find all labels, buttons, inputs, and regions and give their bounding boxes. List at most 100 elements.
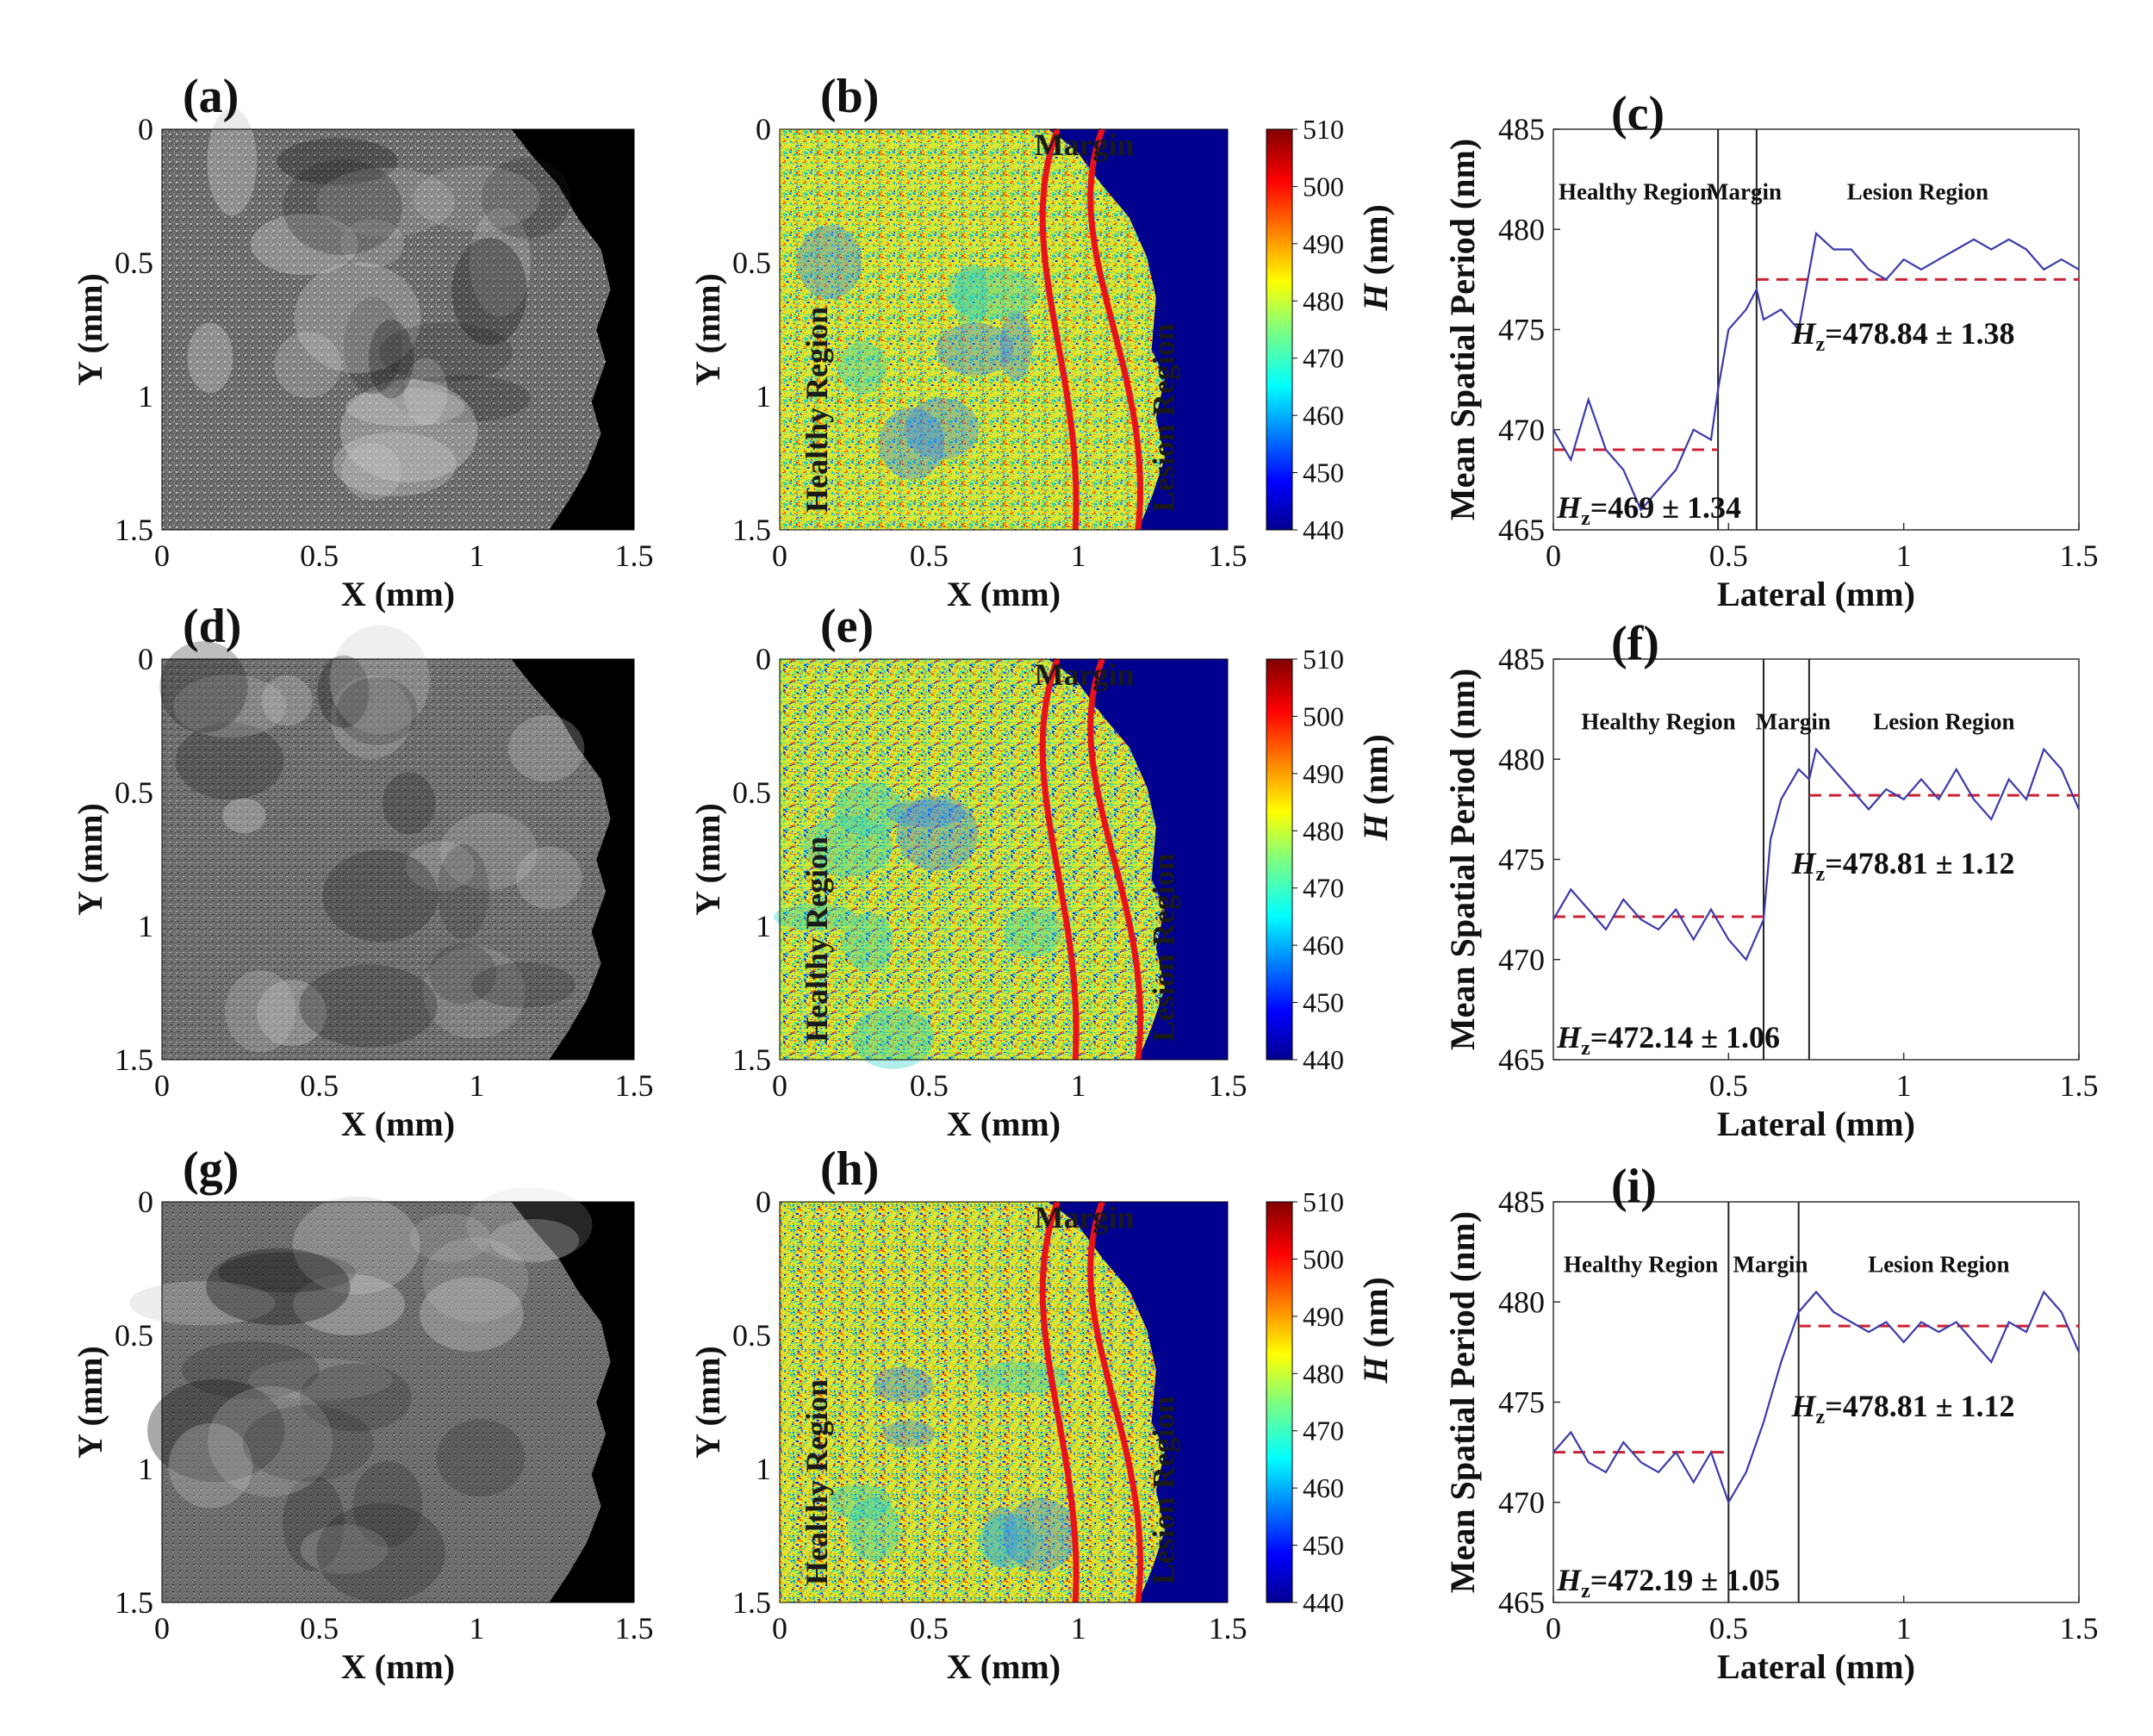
- x-tick-label: 1.5: [2060, 538, 2099, 573]
- texture-blob: [173, 675, 287, 738]
- x-tick-label: 0.5: [910, 1611, 949, 1646]
- texture-blob: [283, 1475, 345, 1571]
- texture-blob: [368, 319, 414, 399]
- low-value-patch: [1003, 1497, 1077, 1572]
- colorbar-tick-label: 510: [1303, 114, 1344, 145]
- colorbar: 510 500 490 480 470 460 450 440 H (nm): [1266, 1186, 1395, 1618]
- healthy-hz-annotation: Hz=472.19 ± 1.05: [1556, 1563, 1780, 1602]
- y-tick-label: 480: [1498, 742, 1545, 776]
- colorbar-tick-label: 440: [1303, 514, 1344, 545]
- x-axis-label: Lateral (mm): [1717, 575, 1915, 613]
- colorbar-tick-label: 480: [1303, 815, 1344, 846]
- panel-letter: (c): [1611, 87, 1665, 140]
- margin-boundary-right: [1087, 128, 1144, 531]
- healthy-region-label: Healthy Region: [800, 837, 834, 1042]
- texture-blob: [317, 655, 370, 728]
- x-tick-label: 1: [1071, 1068, 1086, 1103]
- grayscale-image-panel: 0 0.5 1 1.500.511.5X (mm)Y (mm): [71, 108, 654, 613]
- lesion-hz-annotation: Hz=478.81 ± 1.12: [1791, 846, 2015, 886]
- texture-blob: [261, 675, 313, 726]
- colorbar-tick-label: 450: [1303, 987, 1344, 1018]
- texture-blob: [469, 208, 531, 317]
- texture-blob: [159, 641, 248, 733]
- grayscale-image-panel: 0 0.5 1 1.500.511.5X (mm)Y (mm): [71, 1185, 654, 1686]
- low-value-patch: [887, 800, 966, 827]
- colorbar-tick-label: 480: [1303, 285, 1344, 316]
- margin-boundary-right: [1087, 1200, 1144, 1603]
- panel-letter: (b): [820, 70, 879, 123]
- margin-label: Margin: [1756, 708, 1831, 734]
- tissue-region: [162, 659, 611, 1060]
- colorbar-tick-label: 490: [1303, 1301, 1344, 1332]
- colorbar-tick-label: 500: [1303, 700, 1344, 731]
- low-value-patch: [905, 398, 980, 460]
- x-tick-label: 0: [772, 1068, 787, 1103]
- y-tick-label: 0.5: [115, 1318, 153, 1353]
- healthy-region-label: Healthy Region: [800, 307, 834, 513]
- profile-chart: 485 480 475 470 465 0.5 1 1.5 Healthy Region Marg…: [1443, 642, 2099, 1143]
- colorbar-tick-label: 470: [1303, 1416, 1344, 1447]
- lesion-region-label: Lesion Region: [1147, 1396, 1181, 1584]
- colorbar-tick-label: 450: [1303, 457, 1344, 488]
- y-tick-label: 0: [138, 112, 153, 146]
- texture-blob: [344, 296, 402, 395]
- y-tick-label: 0: [756, 642, 771, 676]
- x-tick-label: 0.5: [910, 538, 949, 573]
- x-tick-label: 1: [1896, 538, 1912, 573]
- texture-blob: [247, 1358, 393, 1401]
- healthy-hz-annotation: Hz=469 ± 1.34: [1556, 490, 1741, 530]
- x-tick-label: 0.5: [300, 1611, 339, 1646]
- colorbar-label: H (nm): [1356, 204, 1395, 311]
- colorbar-label: H (nm): [1356, 734, 1395, 841]
- texture-blob: [423, 946, 526, 1039]
- plot-area: [1553, 128, 2080, 531]
- colorbar-tick-label: 440: [1303, 1587, 1344, 1618]
- margin-label: Margin: [1035, 1200, 1135, 1235]
- colorbar-tick-label: 460: [1303, 930, 1344, 961]
- x-axis-label: Lateral (mm): [1717, 1104, 1915, 1143]
- colorbar-tick-label: 470: [1303, 343, 1344, 374]
- y-tick-label: 485: [1498, 1185, 1545, 1219]
- y-tick-label: 475: [1498, 843, 1545, 877]
- y-tick-label: 1: [138, 909, 153, 943]
- low-value-patch: [847, 1496, 900, 1562]
- x-axis-label: X (mm): [947, 1647, 1061, 1686]
- x-tick-label: 0.5: [1709, 1068, 1748, 1103]
- plot-area: [1553, 1201, 2080, 1603]
- panel-letter: (d): [183, 600, 241, 653]
- colorbar-gradient: [1266, 128, 1293, 531]
- y-tick-label: 1.5: [732, 1042, 771, 1077]
- panel-letter: (e): [820, 600, 874, 653]
- texture-blob: [283, 159, 402, 255]
- panel-letter: (a): [183, 70, 239, 123]
- colorbar-tick-label: 450: [1303, 1530, 1344, 1561]
- low-value-patch: [851, 1005, 935, 1069]
- texture-blob: [206, 1248, 351, 1326]
- tissue-map: [780, 1202, 1166, 1602]
- x-axis-label: X (mm): [947, 1104, 1061, 1143]
- y-tick-label: 475: [1498, 313, 1545, 347]
- texture-blob: [292, 1196, 420, 1295]
- x-axis-label: X (mm): [947, 575, 1061, 613]
- x-tick-label: 0.5: [1709, 538, 1748, 573]
- lesion-region-label: Lesion Region: [1873, 708, 2014, 734]
- texture-blob: [471, 962, 576, 1008]
- colorbar-tick-label: 500: [1303, 171, 1344, 202]
- x-tick-label: 0: [154, 1068, 170, 1103]
- lesion-region-label: Lesion Region: [1868, 1251, 2009, 1277]
- image-frame: [161, 128, 635, 531]
- y-tick-label: 470: [1498, 413, 1545, 447]
- y-tick-label: 0: [756, 1185, 771, 1219]
- y-axis-label: Y (mm): [71, 1346, 109, 1459]
- y-tick-label: 1: [138, 379, 153, 414]
- texture-blob: [294, 262, 421, 374]
- x-tick-label: 0.5: [1709, 1611, 1748, 1646]
- x-tick-label: 0: [772, 1611, 787, 1646]
- texture-blob: [507, 715, 585, 782]
- texture-blob: [316, 1503, 445, 1602]
- y-tick-label: 465: [1498, 513, 1545, 547]
- texture-blob: [316, 167, 456, 237]
- texture-blob: [340, 219, 404, 268]
- y-tick-label: 480: [1498, 1285, 1545, 1319]
- texture-blob: [225, 970, 296, 1053]
